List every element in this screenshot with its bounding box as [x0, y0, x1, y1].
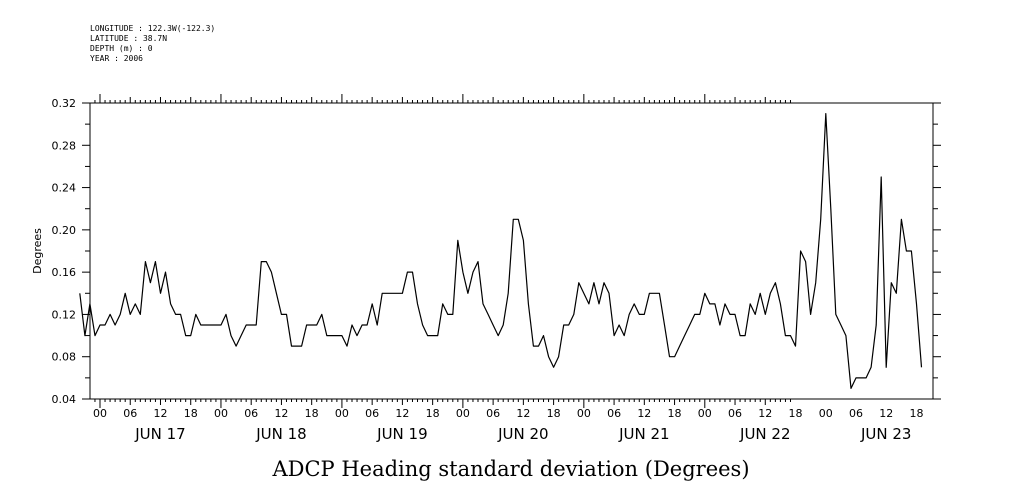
- x-tick-label: 12: [274, 407, 288, 420]
- x-tick-label: 12: [758, 407, 772, 420]
- day-label: JUN 19: [376, 425, 427, 443]
- x-tick-label: 18: [305, 407, 319, 420]
- x-tick-label: 00: [456, 407, 470, 420]
- depth-label: DEPTH (m) : 0: [90, 44, 153, 53]
- y-tick-label: 0.12: [52, 308, 77, 321]
- longitude-label: LONGITUDE : 122.3W(-122.3): [90, 24, 215, 33]
- x-tick-label: 06: [607, 407, 621, 420]
- x-tick-label: 06: [123, 407, 137, 420]
- x-tick-label: 06: [849, 407, 863, 420]
- x-tick-label: 18: [909, 407, 923, 420]
- day-labels: JUN 17 JUN 18 JUN 19 JUN 20 JUN 21 JUN 22 JUN …: [134, 425, 911, 443]
- x-tick-label: 18: [547, 407, 561, 420]
- y-tick-label: 0.24: [52, 182, 77, 195]
- x-tick-label: 00: [819, 407, 833, 420]
- x-tick-label: 00: [698, 407, 712, 420]
- x-tick-label: 06: [486, 407, 500, 420]
- year-label: YEAR : 2006: [90, 54, 143, 63]
- y-tick-label: 0.20: [52, 224, 77, 237]
- x-tick-label: 12: [153, 407, 167, 420]
- x-tick-label: 00: [335, 407, 349, 420]
- x-tick-label: 18: [184, 407, 198, 420]
- y-axis-label: Degrees: [31, 228, 44, 274]
- y-tick-label: 0.32: [52, 97, 77, 110]
- metadata-block: LONGITUDE : 122.3W(-122.3) LATITUDE : 38…: [90, 24, 215, 63]
- x-tick-label: 12: [637, 407, 651, 420]
- x-tick-labels: 00 06 12 18 00 06 12 18 00 06 12 18 00 06 12 18 00 06 12 18…: [93, 407, 923, 420]
- x-tick-label: 00: [577, 407, 591, 420]
- x-tick-label: 00: [214, 407, 228, 420]
- day-label: JUN 22: [739, 425, 790, 443]
- x-tick-label: 12: [395, 407, 409, 420]
- y-tick-label: 0.28: [52, 139, 77, 152]
- y-tick-label: 0.16: [52, 266, 77, 279]
- y-tick-label: 0.08: [52, 351, 77, 364]
- y-tick-label: 0.04: [52, 393, 77, 406]
- x-tick-label: 00: [93, 407, 107, 420]
- day-label: JUN 20: [497, 425, 548, 443]
- x-tick-label: 12: [879, 407, 893, 420]
- x-tick-label: 18: [668, 407, 682, 420]
- x-tick-label: 06: [244, 407, 258, 420]
- day-label: JUN 21: [618, 425, 669, 443]
- day-label: JUN 23: [860, 425, 911, 443]
- x-tick-label: 18: [789, 407, 803, 420]
- y-tick-labels: 0.04 0.08 0.12 0.16 0.20 0.24 0.28 0.32: [52, 97, 77, 406]
- chart-title: ADCP Heading standard deviation (Degrees…: [271, 457, 749, 481]
- x-tick-label: 06: [728, 407, 742, 420]
- x-tick-label: 06: [365, 407, 379, 420]
- day-label: JUN 17: [134, 425, 185, 443]
- latitude-label: LATITUDE : 38.7N: [90, 34, 167, 43]
- x-tick-label: 18: [426, 407, 440, 420]
- x-tick-label: 12: [516, 407, 530, 420]
- axis-ticks: [82, 94, 941, 408]
- day-label: JUN 18: [255, 425, 306, 443]
- series-line: [79, 113, 923, 389]
